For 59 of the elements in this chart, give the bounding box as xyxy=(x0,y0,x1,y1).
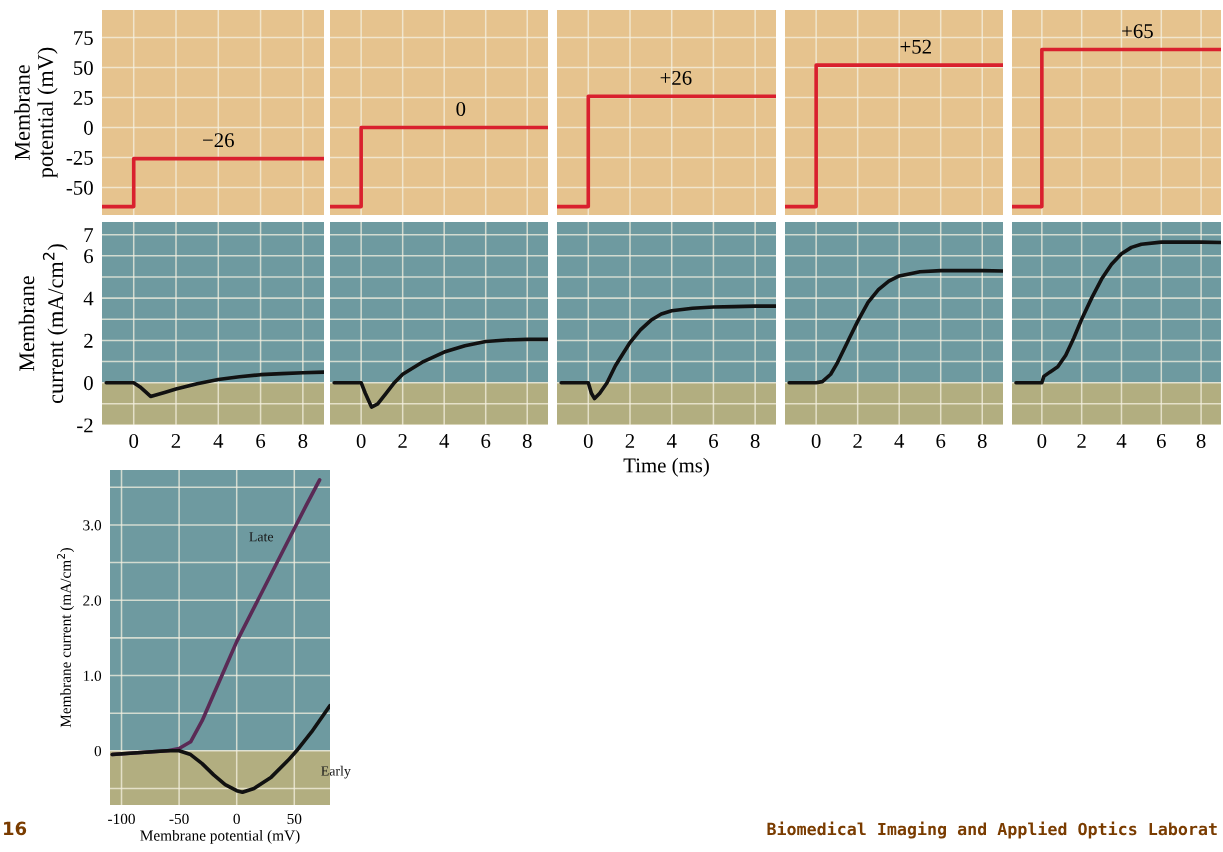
y-tick-label: 4 xyxy=(83,291,94,306)
x-tick-label: 6 xyxy=(1156,433,1166,448)
text: Biomedical Imaging and Applied Optics Laborat xyxy=(767,821,1217,839)
annotation: −26 xyxy=(203,133,234,148)
y-tick-label: -25 xyxy=(66,150,93,165)
y-tick-label: 2 xyxy=(84,333,93,348)
x-tick-label: -100 xyxy=(108,813,135,825)
x-tick-label: 6 xyxy=(709,433,719,448)
x-tick-label: 8 xyxy=(750,433,760,448)
x-tick-label: 0 xyxy=(583,433,593,448)
y-tick-label: 0 xyxy=(84,376,93,391)
y-tick-label: 0 xyxy=(84,120,93,135)
x-tick-label: 0 xyxy=(233,813,240,825)
y-tick-label: 25 xyxy=(73,90,93,105)
y-tick-label: 2.0 xyxy=(83,595,102,606)
y-axis-title: Membrane current (mA/cm$^{2}$) xyxy=(18,244,68,403)
x-tick-label: 0 xyxy=(356,433,366,448)
x-tick-label: 2 xyxy=(853,433,862,448)
y-tick-label: 50 xyxy=(74,60,93,75)
y-tick-label: 1.0 xyxy=(83,670,102,682)
y-tick-label: 6 xyxy=(84,249,94,264)
x-tick-label: 2 xyxy=(398,433,407,448)
y-tick-label: 0 xyxy=(94,745,102,757)
y-tick-label: 3.0 xyxy=(83,520,102,531)
y-axis-title: Membrane current (mA/cm$^{2}$) xyxy=(56,548,75,728)
x-tick-label: 2 xyxy=(171,433,181,448)
x-tick-label: -50 xyxy=(169,813,189,825)
annotation: +52 xyxy=(900,39,931,54)
x-axis-title: Membrane potential (mV) xyxy=(140,829,300,844)
y-tick-label: 7 xyxy=(84,228,94,242)
annotation: +26 xyxy=(660,70,692,85)
line-series xyxy=(104,370,324,399)
annotation: 0 xyxy=(456,102,466,117)
text: 16 xyxy=(4,821,27,836)
x-tick-label: 6 xyxy=(936,433,946,448)
x-tick-label: 6 xyxy=(481,433,491,448)
x-axis-title: Time (ms) xyxy=(623,457,709,477)
x-tick-label: 0 xyxy=(811,433,821,448)
x-tick-label: 8 xyxy=(977,433,987,448)
x-tick-label: 4 xyxy=(1116,434,1127,448)
x-tick-label: 2 xyxy=(625,433,635,448)
x-tick-label: 4 xyxy=(666,434,677,448)
x-tick-label: 4 xyxy=(213,434,224,448)
x-tick-label: 6 xyxy=(256,433,266,448)
x-tick-label: 4 xyxy=(894,434,905,448)
x-tick-label: 50 xyxy=(287,813,302,825)
x-tick-label: 2 xyxy=(1077,433,1086,448)
x-tick-label: 8 xyxy=(298,433,308,448)
x-tick-label: 0 xyxy=(129,433,139,448)
y-tick-label: 75 xyxy=(74,31,93,46)
x-tick-label: 8 xyxy=(1196,433,1206,448)
y-axis-title: Membrane potential (mV) xyxy=(14,47,58,178)
y-tick-label: -2 xyxy=(77,418,93,433)
x-tick-label: 8 xyxy=(522,433,532,448)
x-tick-label: 4 xyxy=(439,434,450,448)
y-tick-label: -50 xyxy=(66,180,93,195)
annotation: +65 xyxy=(1122,24,1153,39)
x-tick-label: 0 xyxy=(1037,433,1047,448)
series-label: Late xyxy=(249,532,274,542)
